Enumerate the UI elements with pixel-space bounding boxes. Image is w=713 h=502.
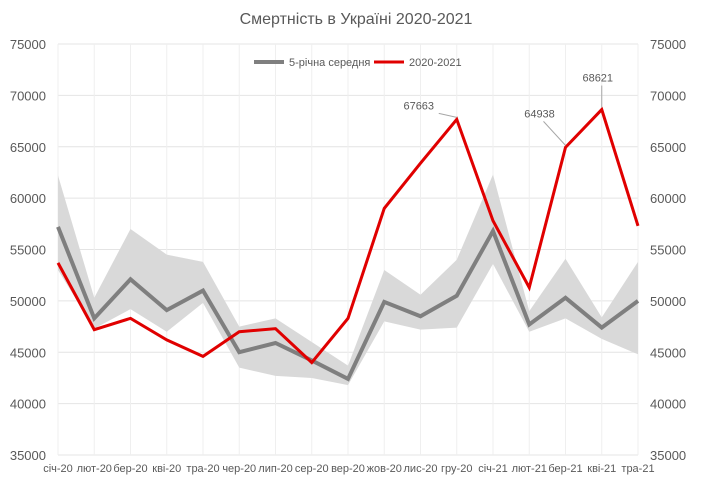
chart-title: Смертність в Україні 2020-2021 <box>240 11 473 28</box>
y-tick-label-left: 70000 <box>10 88 46 103</box>
y-tick-label-right: 55000 <box>650 243 686 258</box>
y-tick-label-left: 35000 <box>10 448 46 463</box>
x-tick-label: кві-21 <box>587 463 616 475</box>
x-tick-label: гру-20 <box>441 463 472 475</box>
data-label: 64938 <box>524 108 555 120</box>
x-tick-label: тра-20 <box>186 463 219 475</box>
y-tick-label-left: 60000 <box>10 191 46 206</box>
x-tick-label: вер-20 <box>331 463 365 475</box>
y-tick-label-right: 65000 <box>650 140 686 155</box>
y-tick-label-left: 55000 <box>10 243 46 258</box>
x-tick-label: кві-20 <box>152 463 181 475</box>
x-tick-label: січ-21 <box>478 463 508 475</box>
legend-label-average: 5-річна середня <box>289 57 370 69</box>
y-tick-label-left: 65000 <box>10 140 46 155</box>
data-label: 67663 <box>403 100 434 112</box>
y-tick-label-left: 75000 <box>10 37 46 52</box>
x-tick-label: лют-21 <box>512 463 547 475</box>
y-tick-label-right: 45000 <box>650 345 686 360</box>
x-tick-label: лис-20 <box>404 463 438 475</box>
y-tick-label-left: 45000 <box>10 345 46 360</box>
legend: 5-річна середня 2020-2021 <box>254 57 462 69</box>
y-tick-label-right: 60000 <box>650 191 686 206</box>
y-tick-label-right: 50000 <box>650 294 686 309</box>
x-tick-label: січ-20 <box>43 463 73 475</box>
data-label: 68621 <box>582 73 613 85</box>
y-tick-label-right: 40000 <box>650 397 686 412</box>
x-tick-label: лют-20 <box>77 463 112 475</box>
annotation-leader <box>438 112 457 118</box>
x-tick-label: жов-20 <box>367 463 402 475</box>
x-tick-label: бер-21 <box>548 463 582 475</box>
y-tick-label-right: 70000 <box>650 88 686 103</box>
y-tick-label-left: 50000 <box>10 294 46 309</box>
y-tick-label-right: 35000 <box>650 448 686 463</box>
y-tick-label-right: 75000 <box>650 37 686 52</box>
legend-label-2020-2021: 2020-2021 <box>409 57 462 69</box>
x-tick-label: лип-20 <box>258 463 292 475</box>
x-tick-label: бер-20 <box>113 463 147 475</box>
x-tick-label: сер-20 <box>295 463 329 475</box>
annotation-leader <box>543 121 566 146</box>
x-tick-label: чер-20 <box>222 463 256 475</box>
y-tick-label-left: 40000 <box>10 397 46 412</box>
x-tick-label: тра-21 <box>621 463 654 475</box>
